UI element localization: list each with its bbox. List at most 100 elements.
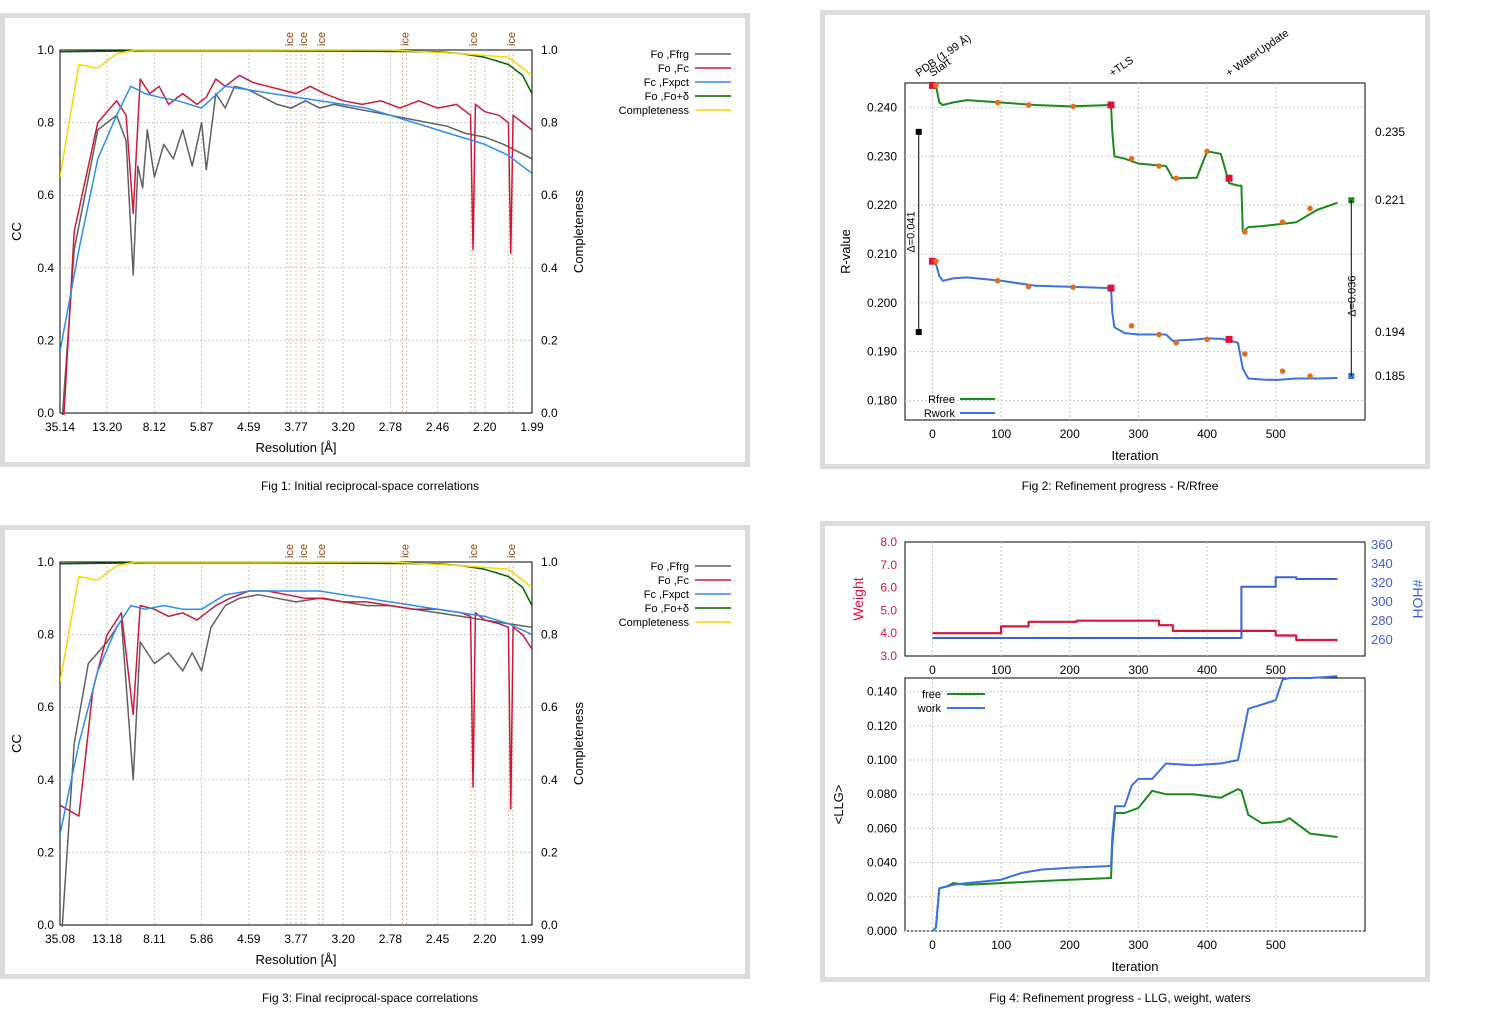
fig3-ice-label: ice — [316, 544, 328, 558]
fig4-x-tick-label: 500 — [1266, 938, 1286, 952]
fig1-y-tick-label: 0.8 — [37, 116, 54, 130]
fig2-step-dot — [1156, 331, 1162, 338]
fig4-hoh-tick-label: 340 — [1371, 556, 1393, 571]
fig3-y-tick-label: 0.0 — [37, 918, 54, 932]
fig1-y-tick-label: 0.0 — [37, 406, 54, 420]
fig4-top-x-tick-label: 400 — [1197, 663, 1217, 677]
fig4-y-tick-label: 0.060 — [867, 821, 897, 835]
fig4-x-tick-label: 300 — [1128, 938, 1148, 952]
fig1-legend-label: Fo ,Fc — [658, 63, 690, 75]
fig4-weight-tick-label: 6.0 — [880, 581, 897, 595]
fig4-hoh-axis-label: #HOH — [1410, 580, 1425, 619]
fig4-chart: 0 100 200 300 400 500 3.0 4.0 5.0 6.0 7.0 8.0 260 280… — [831, 535, 1425, 974]
fig1-legend-label: Fc ,Fxpct — [644, 77, 689, 89]
fig4-weight-tick-label: 8.0 — [880, 535, 897, 549]
fig1-y2-tick-label: 0.6 — [541, 188, 558, 202]
fig2-step-dot — [1204, 336, 1210, 343]
fig2-y-axis-label: R-value — [838, 229, 853, 274]
fig4-weight-tick-label: 7.0 — [880, 558, 897, 572]
fig4-weight-axis-label: Weight — [850, 577, 866, 620]
fig4-weight-line — [932, 619, 1338, 642]
fig1-ice-label: ice — [284, 32, 296, 46]
fig2-step-dot — [933, 258, 939, 265]
fig2-series-line — [931, 82, 1338, 233]
fig3-ice-label: ice — [298, 544, 310, 558]
fig2-event-marker — [928, 81, 936, 89]
fig4-series-line — [931, 788, 1338, 932]
fig2-x-tick-label: 0 — [929, 427, 936, 441]
fig4-top-x-tick-label: 300 — [1128, 663, 1148, 677]
fig2-step-dot — [1156, 163, 1162, 169]
fig2-y-tick-label: 0.180 — [867, 393, 897, 407]
fig4-y-tick-label: 0.040 — [867, 856, 897, 870]
fig4-y-tick-label: 0.100 — [867, 753, 897, 767]
fig2-event-annotation: +TLS — [1107, 54, 1136, 79]
fig4-y-tick-label: 0.000 — [867, 924, 897, 938]
fig1-x-tick-label: 1.99 — [520, 420, 544, 434]
fig1-y-tick-label: 0.6 — [37, 188, 54, 202]
fig2-y-tick-label: 0.210 — [867, 247, 897, 261]
fig3-y2-tick-label: 0.4 — [541, 773, 558, 787]
fig3-legend-label: Fo ,Fo+δ — [645, 603, 689, 615]
fig2-x-tick-label: 300 — [1128, 427, 1148, 441]
fig4-plot-frame — [904, 677, 1366, 932]
fig2-step-dot — [1307, 205, 1313, 212]
fig2-step-dot — [1242, 351, 1248, 357]
fig3-y2-tick-label: 0.0 — [541, 918, 558, 932]
fig2-plot-frame — [904, 82, 1366, 421]
fig2-x-tick-label: 400 — [1197, 427, 1217, 441]
fig3-legend-label: Fc ,Fxpct — [644, 589, 689, 601]
fig2-step-dot — [1070, 284, 1077, 290]
fig4-top-plot-frame — [904, 541, 1366, 657]
fig2-step-dot — [1204, 148, 1210, 155]
fig4-y-axis-label: <LLG> — [831, 785, 846, 825]
fig3-y2-tick-label: 1.0 — [541, 555, 558, 569]
fig4-top-x-tick-label: 100 — [991, 663, 1011, 677]
fig2-right-value-label: 0.221 — [1375, 193, 1405, 207]
fig3-legend-label: Completeness — [619, 617, 690, 629]
fig1-series-line — [60, 49, 532, 178]
fig1-y2-tick-label: 0.2 — [541, 333, 558, 347]
fig2-step-dot — [1070, 103, 1077, 110]
fig2-event-annotation: + WaterUpdate — [1224, 27, 1291, 79]
fig3-legend-label: Fo ,Ffrg — [650, 561, 689, 573]
fig4-series-line — [931, 675, 1338, 932]
fig4-top-x-tick-label: 200 — [1060, 663, 1080, 677]
fig2-legend-label: Rfree — [928, 394, 955, 406]
fig2-caption: Fig 2: Refinement progress - R/Rfree — [1021, 479, 1219, 493]
fig2-panel: 0 100 200 300 400 500 0.180 0.190 0.200 0.210 0.22… — [820, 10, 1430, 469]
fig1-x-tick-label: 3.20 — [332, 420, 356, 434]
fig1-series-line — [61, 85, 532, 415]
fig4-top-x-tick-label: 0 — [929, 663, 936, 677]
fig2-right-value-label: 0.194 — [1375, 325, 1405, 339]
fig1-x-tick-label: 5.87 — [190, 420, 214, 434]
fig1-x-tick-label: 35.14 — [45, 420, 75, 434]
fig3-y2-tick-label: 0.2 — [541, 845, 558, 859]
fig2-y-tick-label: 0.220 — [867, 198, 897, 212]
fig2-series-line — [931, 260, 1338, 381]
fig1-y2-axis-label: Completeness — [571, 189, 586, 273]
fig3-x-axis-label: Resolution [Å] — [256, 952, 337, 967]
fig2-step-dot — [1128, 155, 1135, 162]
fig2-step-dot — [933, 82, 939, 89]
fig2-event-marker — [1107, 101, 1115, 109]
fig3-series-line — [60, 561, 532, 682]
fig3-y-tick-label: 0.4 — [37, 773, 54, 787]
fig1-y-tick-label: 0.2 — [37, 333, 54, 347]
fig2-step-dot — [994, 278, 1001, 284]
fig3-x-tick-label: 13.18 — [92, 932, 122, 946]
fig2-step-dot — [1279, 368, 1286, 374]
fig4-weight-tick-label: 3.0 — [880, 649, 897, 663]
fig3-ice-label: ice — [400, 544, 412, 558]
fig2-event-marker — [1107, 284, 1115, 292]
fig4-weight-tick-label: 4.0 — [880, 626, 897, 640]
fig3-y-tick-label: 1.0 — [37, 555, 54, 569]
fig2-right-value-label: 0.235 — [1375, 125, 1405, 139]
fig4-x-tick-label: 0 — [929, 938, 936, 952]
fig3-x-tick-label: 2.45 — [426, 932, 450, 946]
fig2-event-marker — [1225, 335, 1233, 343]
fig1-y-axis-label: CC — [9, 222, 24, 241]
fig2-step-dot — [1279, 219, 1286, 225]
fig1-panel: 35.14 13.20 8.12 5.87 4.59 3.77 3.20 2.78 2.46 2.… — [0, 13, 750, 467]
fig1-x-tick-label: 4.59 — [237, 420, 261, 434]
